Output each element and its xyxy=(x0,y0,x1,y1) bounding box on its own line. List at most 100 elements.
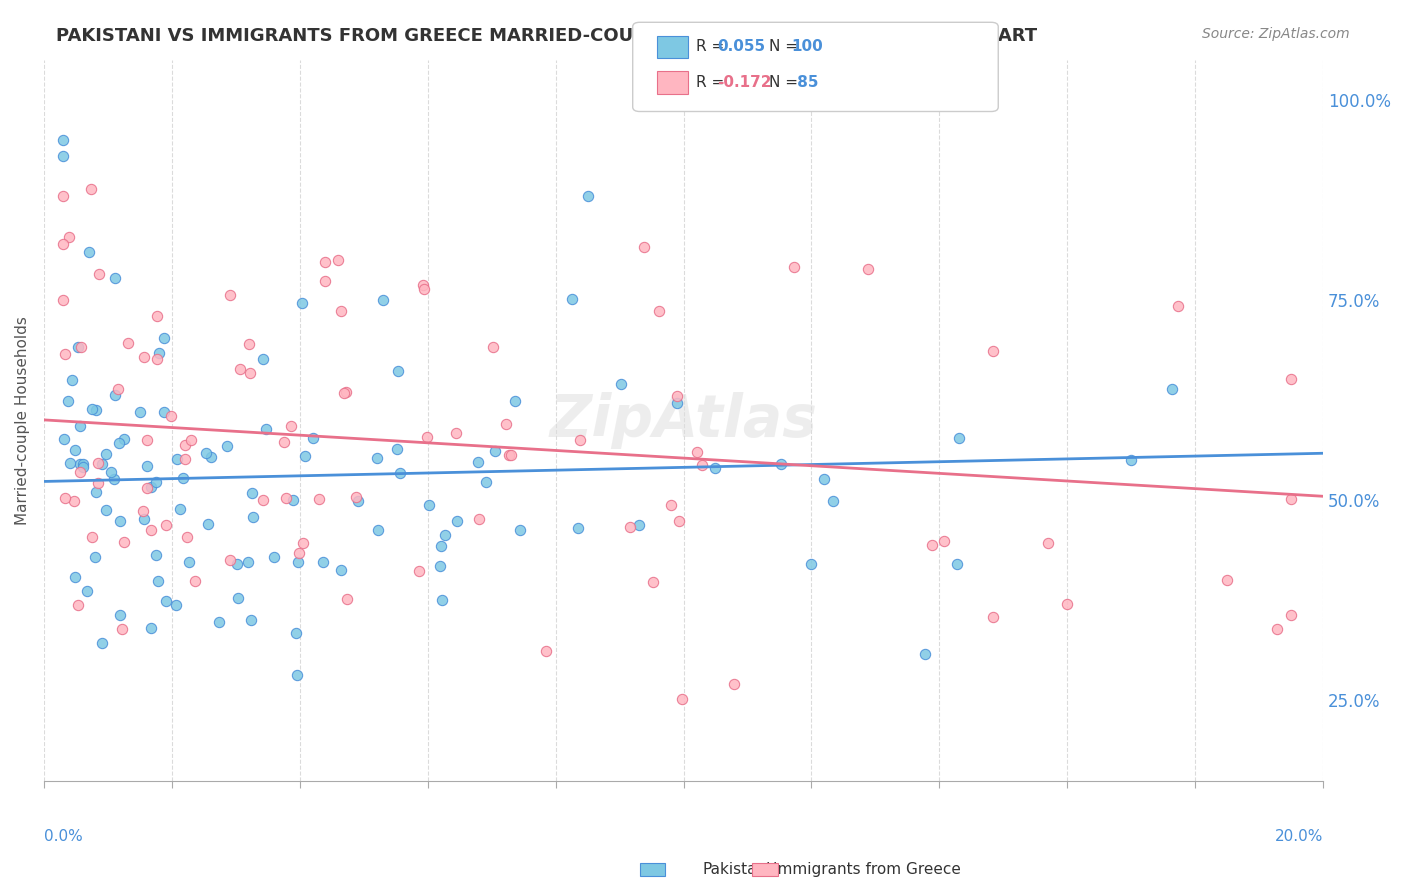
Point xyxy=(165,598,187,612)
Point xyxy=(813,472,835,486)
Point xyxy=(312,555,335,569)
Text: R =: R = xyxy=(696,39,730,54)
Point xyxy=(413,282,436,296)
Point xyxy=(86,456,108,470)
Point xyxy=(229,362,252,376)
Point xyxy=(367,524,389,538)
Point xyxy=(1036,536,1059,550)
Point xyxy=(1167,299,1189,313)
Point xyxy=(58,394,80,409)
Point xyxy=(429,559,451,574)
Point xyxy=(239,367,262,381)
Point xyxy=(330,564,353,578)
Point xyxy=(87,267,110,281)
Point xyxy=(1216,574,1239,588)
Point xyxy=(52,188,75,202)
Point xyxy=(208,615,231,629)
Point xyxy=(239,613,262,627)
Point xyxy=(136,458,159,473)
Point xyxy=(643,575,665,590)
Point xyxy=(100,465,122,479)
Point xyxy=(385,442,408,456)
Point xyxy=(823,493,845,508)
Point xyxy=(180,433,202,447)
Point xyxy=(1056,597,1078,611)
Point xyxy=(67,598,90,612)
Point xyxy=(444,425,467,440)
Point xyxy=(67,340,90,354)
Text: 85: 85 xyxy=(792,75,818,89)
Point xyxy=(1279,372,1302,386)
Point xyxy=(132,350,155,364)
Point xyxy=(308,492,330,507)
Point xyxy=(76,583,98,598)
Point xyxy=(226,557,249,571)
Point xyxy=(112,432,135,446)
Text: Source: ZipAtlas.com: Source: ZipAtlas.com xyxy=(1202,27,1350,41)
Point xyxy=(169,502,191,516)
Point xyxy=(273,434,295,449)
Point xyxy=(145,475,167,489)
Point xyxy=(692,458,714,472)
Point xyxy=(117,336,139,351)
Point xyxy=(96,502,118,516)
Point xyxy=(285,626,308,640)
Point xyxy=(160,409,183,423)
Point xyxy=(108,514,131,528)
Point xyxy=(619,520,641,534)
Point xyxy=(433,528,456,542)
Point xyxy=(858,261,880,276)
Point xyxy=(104,388,127,402)
Point xyxy=(628,517,651,532)
Point xyxy=(177,555,200,569)
Point xyxy=(475,475,498,490)
Point xyxy=(336,592,359,607)
Point xyxy=(501,448,523,462)
Point xyxy=(482,340,505,354)
Point xyxy=(561,292,583,306)
Point xyxy=(166,451,188,466)
Point xyxy=(769,457,792,471)
Point xyxy=(84,402,107,417)
Point xyxy=(141,523,163,537)
Point xyxy=(87,476,110,491)
Text: 100: 100 xyxy=(792,39,824,54)
Point xyxy=(498,448,520,462)
Point xyxy=(1121,453,1143,467)
Point xyxy=(332,385,354,400)
Point xyxy=(53,432,76,446)
Point xyxy=(86,485,108,500)
Point xyxy=(96,447,118,461)
Point xyxy=(484,444,506,458)
Point xyxy=(128,405,150,419)
Point xyxy=(242,509,264,524)
Point xyxy=(783,260,806,274)
Point xyxy=(59,456,82,470)
Point xyxy=(800,558,823,572)
Point xyxy=(302,431,325,445)
Point xyxy=(495,417,517,431)
Point xyxy=(83,550,105,565)
Point xyxy=(981,610,1004,624)
Point xyxy=(294,449,316,463)
Y-axis label: Married-couple Households: Married-couple Households xyxy=(15,316,30,524)
Point xyxy=(240,485,263,500)
Point xyxy=(172,471,194,485)
Point xyxy=(387,364,409,378)
Point xyxy=(152,331,174,345)
Point xyxy=(347,494,370,508)
Point xyxy=(948,431,970,445)
Text: -0.172: -0.172 xyxy=(717,75,772,89)
Point xyxy=(218,553,240,567)
Point xyxy=(200,450,222,464)
Point xyxy=(79,245,101,260)
Point xyxy=(108,435,131,450)
Point xyxy=(291,296,314,310)
Point xyxy=(218,288,240,302)
Point xyxy=(344,490,367,504)
Text: PAKISTANI VS IMMIGRANTS FROM GREECE MARRIED-COUPLE HOUSEHOLDS CORRELATION CHART: PAKISTANI VS IMMIGRANTS FROM GREECE MARR… xyxy=(56,27,1038,45)
Point xyxy=(1279,491,1302,506)
Point xyxy=(287,555,309,569)
Point xyxy=(174,438,197,452)
Point xyxy=(176,530,198,544)
